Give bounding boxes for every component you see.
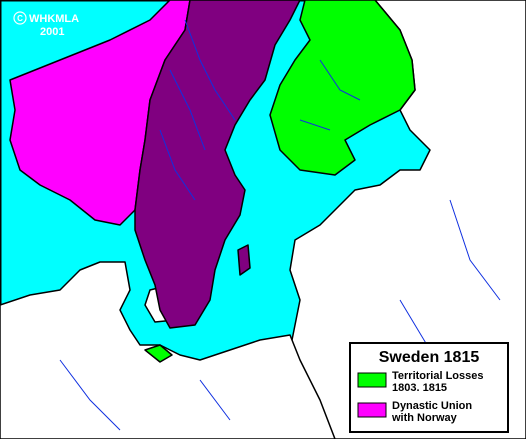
lakes xyxy=(299,59,361,131)
copyright-symbol-ring xyxy=(13,11,27,25)
gotland xyxy=(237,244,251,276)
copyright: C WHKMLA 2001 xyxy=(13,11,79,38)
copyright-year: 2001 xyxy=(40,26,64,38)
pomerania xyxy=(144,344,173,363)
legend-label: 1803. 1815 xyxy=(392,382,447,394)
legend-label: Dynastic Union xyxy=(392,400,472,412)
copyright-symbol: C xyxy=(17,14,23,23)
legend-swatch xyxy=(357,402,387,418)
legend-label: with Norway xyxy=(391,412,458,424)
legend-swatch xyxy=(357,372,387,388)
copyright-owner: WHKMLA xyxy=(29,13,79,25)
legend-title: Sweden 1815 xyxy=(379,349,480,366)
finland xyxy=(269,0,416,176)
legend-label: Territorial Losses xyxy=(392,370,484,382)
